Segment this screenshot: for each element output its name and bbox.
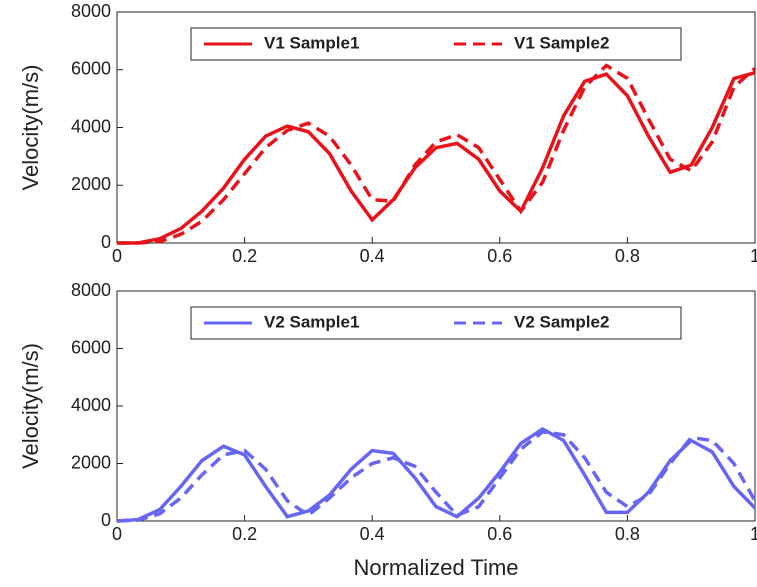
- legend-label: V1 Sample2: [514, 33, 609, 52]
- x-tick-label: 0.6: [487, 524, 512, 544]
- y-tick-label: 4000: [71, 116, 111, 136]
- legend-label: V2 Sample2: [514, 312, 609, 331]
- legend-box: [190, 27, 682, 61]
- y-axis-label: Velocity(m/s): [18, 65, 43, 191]
- x-tick-label: 0.4: [360, 246, 385, 266]
- series-line: [117, 63, 757, 245]
- y-tick-label: 0: [101, 232, 111, 252]
- x-tick-label: 0.6: [487, 246, 512, 266]
- y-tick-label: 6000: [71, 59, 111, 79]
- legend-box: [190, 306, 682, 340]
- y-tick-label: 8000: [71, 280, 111, 300]
- y-tick-label: 2000: [71, 174, 111, 194]
- y-tick-label: 6000: [71, 337, 111, 357]
- x-tick-label: 1: [750, 246, 757, 266]
- legend-label: V1 Sample1: [264, 33, 359, 52]
- y-tick-label: 4000: [71, 395, 111, 415]
- x-tick-label: 0.2: [232, 246, 257, 266]
- x-tick-label: 0.8: [615, 524, 640, 544]
- y-axis-label: Velocity(m/s): [18, 343, 43, 469]
- x-axis-label: Normalized Time: [353, 555, 518, 580]
- x-tick-label: 1: [750, 524, 757, 544]
- legend-label: V2 Sample1: [264, 312, 359, 331]
- x-tick-label: 0.4: [360, 524, 385, 544]
- y-tick-label: 8000: [71, 1, 111, 21]
- x-tick-label: 0: [112, 524, 122, 544]
- x-tick-label: 0.8: [615, 246, 640, 266]
- series-line: [116, 430, 757, 523]
- y-tick-label: 2000: [71, 452, 111, 472]
- x-tick-label: 0: [112, 246, 122, 266]
- y-tick-label: 0: [101, 510, 111, 530]
- series-line: [117, 70, 756, 245]
- x-tick-label: 0.2: [232, 524, 257, 544]
